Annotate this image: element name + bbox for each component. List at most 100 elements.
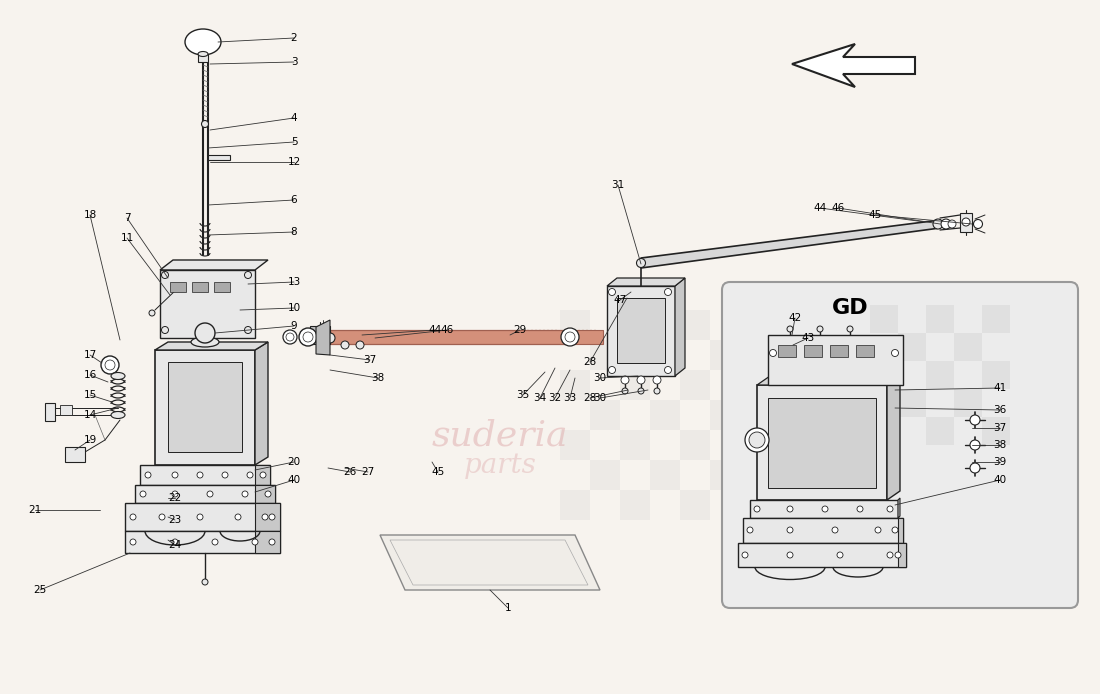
- Bar: [170, 282, 186, 292]
- Circle shape: [754, 506, 760, 512]
- Circle shape: [638, 388, 644, 394]
- Bar: [768, 335, 903, 385]
- Circle shape: [130, 514, 136, 520]
- Text: suderia: suderia: [431, 418, 569, 452]
- Bar: [620, 370, 650, 400]
- Circle shape: [770, 350, 777, 357]
- Text: 2: 2: [290, 33, 297, 43]
- Circle shape: [745, 428, 769, 452]
- Circle shape: [130, 539, 136, 545]
- Text: 32: 32: [549, 393, 562, 403]
- Circle shape: [786, 506, 793, 512]
- Circle shape: [244, 271, 252, 278]
- Bar: [870, 361, 898, 389]
- Text: 44: 44: [428, 325, 441, 335]
- Bar: [738, 543, 906, 567]
- Circle shape: [621, 388, 628, 394]
- Text: 47: 47: [614, 295, 627, 305]
- Circle shape: [608, 289, 616, 296]
- Text: 11: 11: [120, 233, 133, 243]
- Bar: [710, 340, 740, 370]
- Circle shape: [749, 432, 764, 448]
- Polygon shape: [898, 498, 900, 518]
- Bar: [742, 518, 903, 543]
- Bar: [60, 405, 72, 415]
- Ellipse shape: [302, 332, 313, 342]
- Text: 34: 34: [534, 393, 547, 403]
- Ellipse shape: [111, 412, 125, 418]
- Circle shape: [212, 539, 218, 545]
- Polygon shape: [255, 342, 268, 465]
- Text: 24: 24: [168, 540, 182, 550]
- Bar: [560, 490, 590, 520]
- Bar: [898, 389, 926, 417]
- Bar: [140, 465, 270, 485]
- Circle shape: [145, 472, 151, 478]
- Polygon shape: [155, 342, 268, 350]
- Circle shape: [356, 341, 364, 349]
- Ellipse shape: [111, 373, 125, 380]
- Bar: [192, 282, 208, 292]
- Bar: [870, 417, 898, 445]
- Circle shape: [857, 506, 864, 512]
- Text: 5: 5: [290, 137, 297, 147]
- Circle shape: [847, 326, 852, 332]
- Circle shape: [197, 514, 204, 520]
- Circle shape: [891, 350, 899, 357]
- Bar: [125, 531, 280, 553]
- Polygon shape: [316, 320, 330, 355]
- Text: 37: 37: [993, 423, 1007, 433]
- Bar: [155, 350, 255, 465]
- Bar: [160, 270, 255, 338]
- Circle shape: [637, 258, 646, 267]
- Bar: [982, 361, 1010, 389]
- Polygon shape: [160, 260, 268, 270]
- Circle shape: [970, 463, 980, 473]
- Bar: [607, 286, 675, 376]
- Bar: [982, 417, 1010, 445]
- Text: 12: 12: [287, 157, 300, 167]
- Circle shape: [248, 472, 253, 478]
- Bar: [710, 400, 740, 430]
- Bar: [740, 370, 770, 400]
- Text: 30: 30: [593, 393, 606, 403]
- Polygon shape: [255, 465, 270, 485]
- Bar: [620, 430, 650, 460]
- Text: 17: 17: [84, 350, 97, 360]
- Circle shape: [664, 289, 671, 296]
- Ellipse shape: [286, 333, 294, 341]
- Bar: [168, 362, 242, 452]
- Circle shape: [970, 415, 980, 425]
- Text: 40: 40: [993, 475, 1007, 485]
- Bar: [198, 54, 208, 62]
- Bar: [898, 333, 926, 361]
- Circle shape: [786, 326, 793, 332]
- Circle shape: [172, 491, 178, 497]
- Circle shape: [270, 514, 275, 520]
- Bar: [768, 398, 876, 488]
- Bar: [65, 447, 85, 462]
- Text: 29: 29: [514, 325, 527, 335]
- Circle shape: [874, 527, 881, 533]
- Text: 40: 40: [287, 475, 300, 485]
- Text: 38: 38: [993, 440, 1007, 450]
- Text: 9: 9: [290, 321, 297, 331]
- Bar: [590, 340, 620, 370]
- Text: GD: GD: [832, 298, 868, 318]
- Bar: [680, 490, 710, 520]
- Text: 14: 14: [84, 410, 97, 420]
- Bar: [573, 330, 603, 344]
- Bar: [926, 361, 954, 389]
- Ellipse shape: [191, 337, 219, 347]
- Polygon shape: [310, 326, 330, 344]
- Bar: [617, 298, 666, 363]
- Text: 35: 35: [516, 390, 529, 400]
- Circle shape: [742, 552, 748, 558]
- Ellipse shape: [565, 332, 575, 342]
- Circle shape: [260, 472, 266, 478]
- Circle shape: [664, 366, 671, 373]
- Text: 45: 45: [431, 467, 444, 477]
- Circle shape: [265, 491, 271, 497]
- Bar: [982, 305, 1010, 333]
- Circle shape: [197, 472, 204, 478]
